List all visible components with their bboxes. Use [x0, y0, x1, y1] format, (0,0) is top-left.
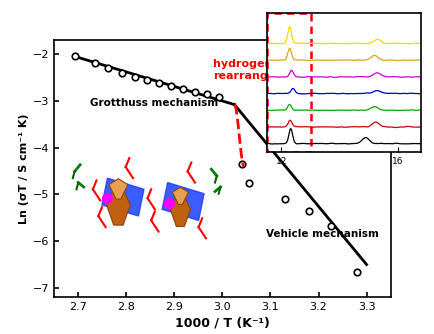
- Text: Grotthuss mechanism: Grotthuss mechanism: [90, 98, 219, 108]
- Point: [72, 54, 79, 59]
- Point: [155, 80, 162, 86]
- Y-axis label: Ln (σT / S cm⁻¹ K): Ln (σT / S cm⁻¹ K): [19, 114, 29, 224]
- Polygon shape: [162, 183, 204, 220]
- Point: [216, 95, 223, 100]
- Polygon shape: [171, 187, 191, 226]
- Point: [204, 92, 210, 97]
- Point: [168, 83, 174, 89]
- Bar: [267, 13, 310, 152]
- Point: [119, 70, 126, 75]
- Polygon shape: [102, 178, 144, 216]
- Point: [281, 196, 288, 202]
- Text: Vehicle mechanism: Vehicle mechanism: [266, 229, 378, 239]
- Polygon shape: [172, 187, 188, 204]
- Point: [353, 269, 360, 274]
- Point: [105, 65, 112, 71]
- Point: [191, 89, 198, 94]
- Point: [245, 180, 252, 185]
- Point: [306, 208, 312, 213]
- Polygon shape: [107, 179, 130, 225]
- Text: hydrogen bond
rearrangement: hydrogen bond rearrangement: [213, 59, 307, 81]
- Polygon shape: [109, 179, 128, 199]
- Point: [132, 74, 138, 79]
- Point: [180, 86, 187, 92]
- Point: [92, 60, 99, 65]
- Point: [144, 77, 151, 82]
- Point: [327, 223, 334, 229]
- Point: [238, 161, 245, 167]
- X-axis label: 1000 / T (K⁻¹): 1000 / T (K⁻¹): [175, 316, 270, 329]
